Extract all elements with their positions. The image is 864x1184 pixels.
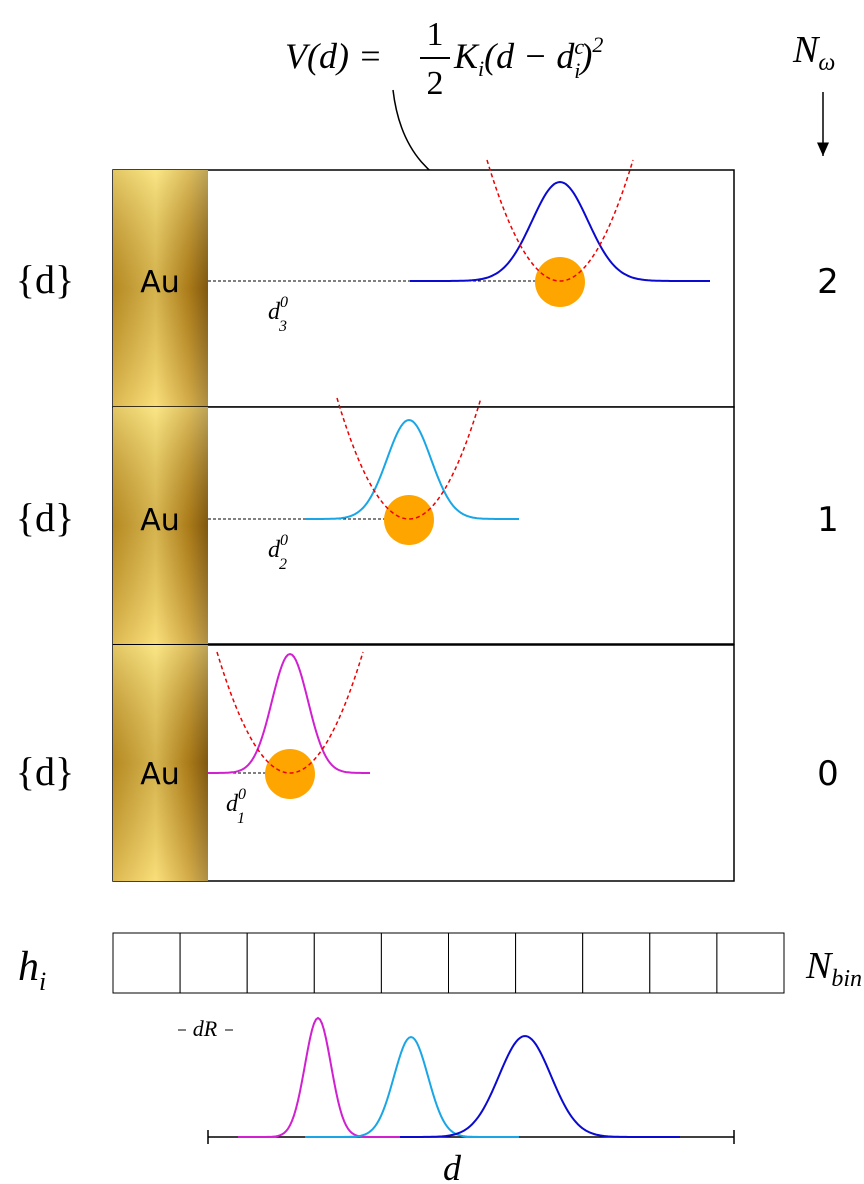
bin-width-label: dR <box>193 1016 218 1041</box>
d-axis-label: d <box>443 1148 462 1184</box>
bin <box>716 932 785 994</box>
distance-sub: 3 <box>278 318 287 335</box>
histogram-distribution <box>238 1016 400 1138</box>
formula-lhs: V(d) = <box>285 36 382 76</box>
histogram-distribution <box>305 1035 519 1138</box>
particle <box>384 495 434 545</box>
surface-label: Au <box>140 757 180 792</box>
bin <box>179 932 248 994</box>
bin <box>582 932 651 994</box>
fraction-den: 2 <box>427 65 444 102</box>
distance-base: d <box>268 299 281 325</box>
distance-sup: 0 <box>238 786 246 803</box>
bin <box>380 932 449 994</box>
formula-k: Ki(d − dc i)2 <box>453 32 603 83</box>
distance-sub: 1 <box>237 810 245 827</box>
formula: V(d) = 1 2 Ki(d − dc i)2 <box>285 16 603 203</box>
set-label: {d} <box>16 257 74 302</box>
bin <box>112 932 181 994</box>
set-label: {d} <box>16 749 74 794</box>
histogram-distribution <box>400 1035 680 1138</box>
distribution <box>410 180 710 282</box>
distance-base: d <box>226 791 239 817</box>
panel <box>112 169 735 408</box>
distance-label: d0 2 <box>268 532 288 573</box>
gold-shade <box>113 407 208 644</box>
gold-shade <box>113 170 208 407</box>
bin <box>246 932 315 994</box>
distance-label: d0 1 <box>226 786 246 827</box>
histogram: hi Nbin dR d <box>18 932 862 1184</box>
distance-sup: 0 <box>280 532 288 549</box>
bin <box>515 932 584 994</box>
panel <box>112 644 735 882</box>
bin <box>313 932 382 994</box>
distribution <box>208 652 370 774</box>
n-omega-value: 1 <box>817 500 839 540</box>
distance-sup: 0 <box>280 294 288 311</box>
particle <box>265 749 315 799</box>
particle <box>535 257 585 307</box>
distance-base: d <box>268 537 281 563</box>
bin <box>649 932 718 994</box>
restraint-potential <box>336 397 482 520</box>
surface-label: Au <box>140 503 180 538</box>
set-label: {d} <box>16 495 74 540</box>
restraint-potential <box>486 159 634 282</box>
bin <box>448 932 517 994</box>
n-omega-value: 2 <box>817 262 839 302</box>
nbin-label: Nbin <box>805 945 862 992</box>
gold-shade <box>113 645 208 881</box>
distance-label: d0 3 <box>268 294 288 335</box>
n-omega: Nω <box>792 29 835 76</box>
fraction-num: 1 <box>427 16 444 53</box>
n-omega-value: 0 <box>817 754 839 794</box>
restraint-potential <box>216 651 364 774</box>
surface-label: Au <box>140 265 180 300</box>
h-label: hi <box>18 944 46 996</box>
distance-sub: 2 <box>279 556 287 573</box>
distribution <box>305 418 519 520</box>
panels: Au{d} 2d0 3Au{d} 1d0 2Au{d} 0d0 1 <box>16 159 839 882</box>
